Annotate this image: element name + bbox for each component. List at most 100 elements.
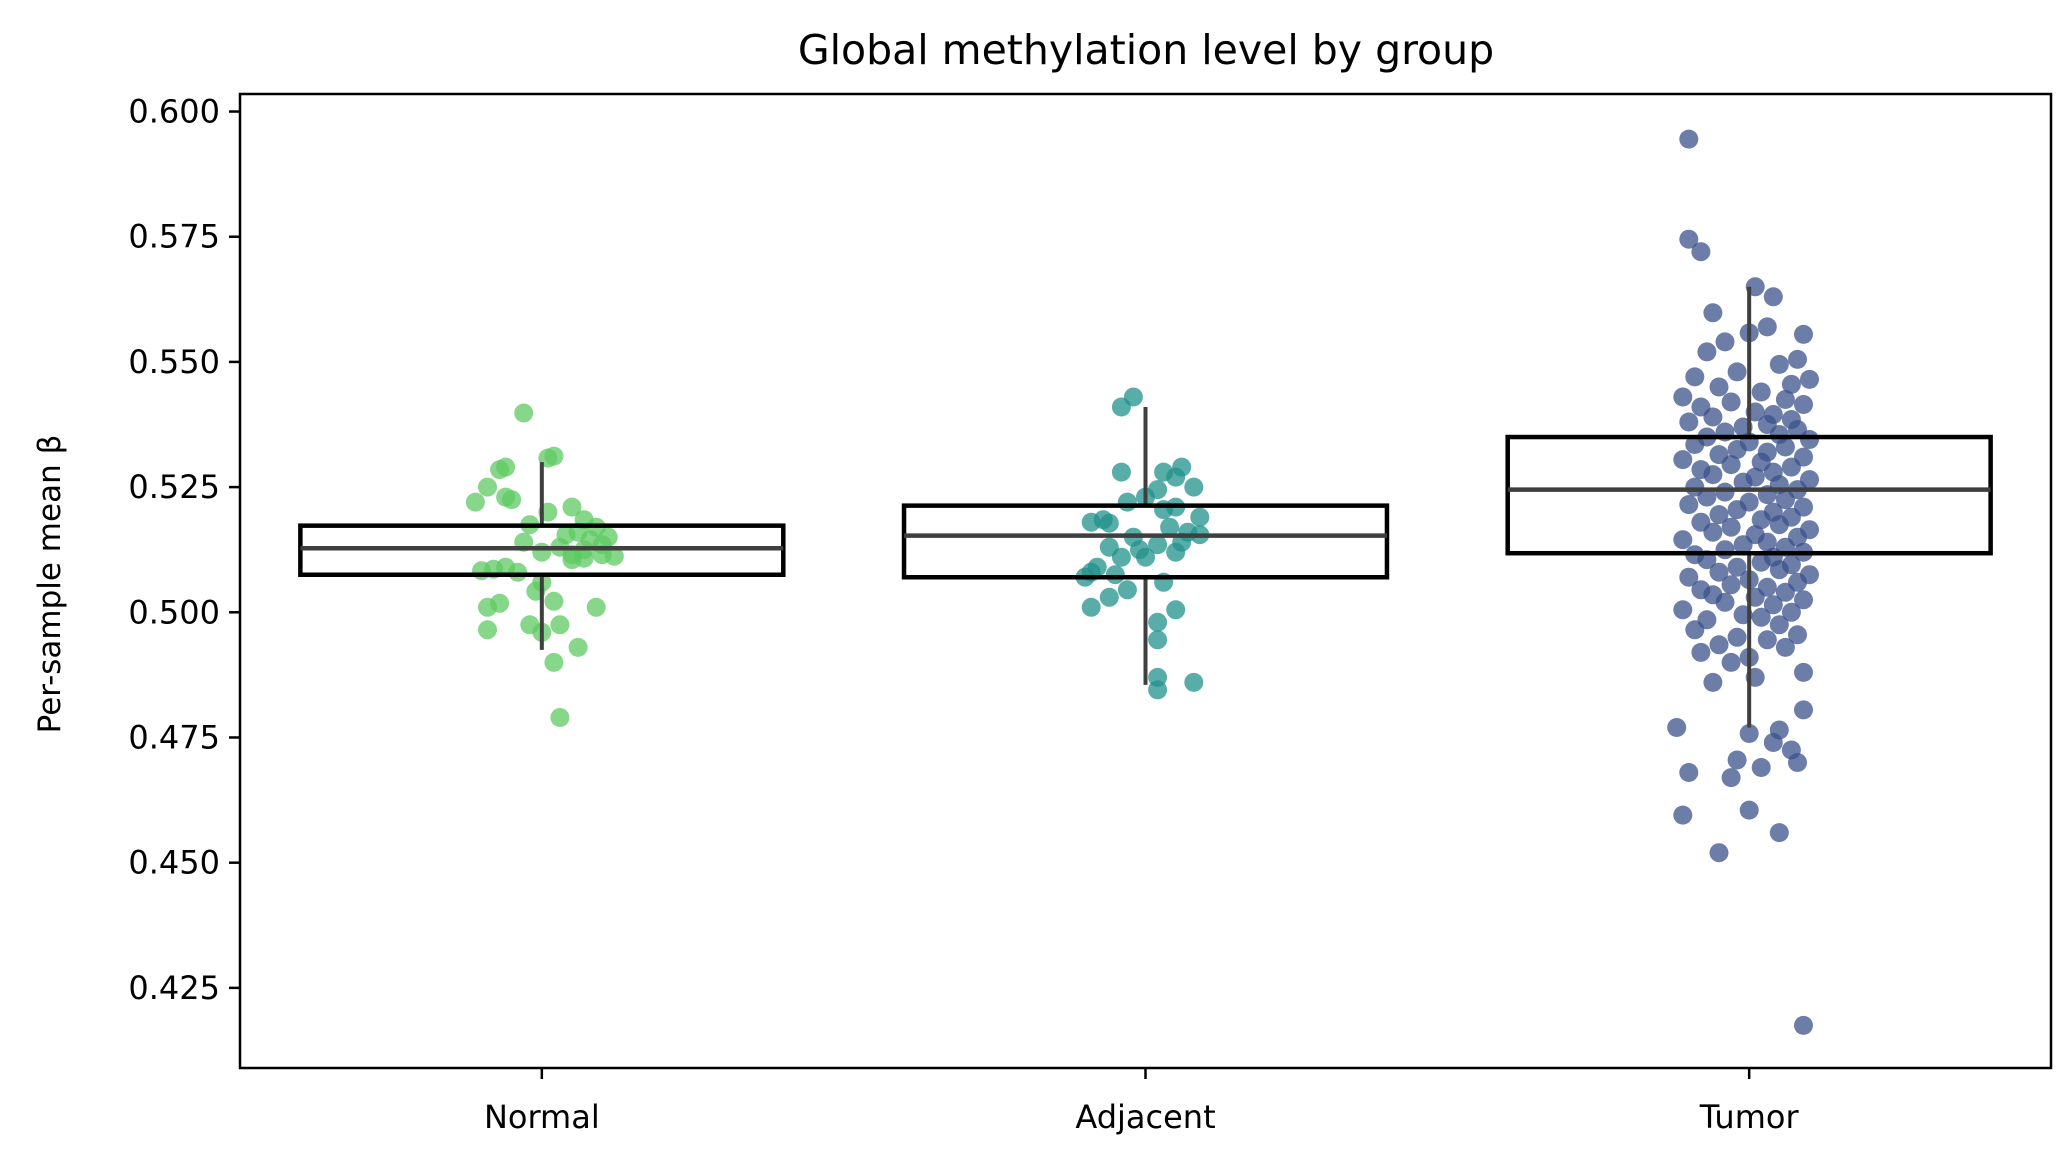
data-point-tumor <box>1751 607 1771 627</box>
data-point-tumor <box>1679 763 1699 782</box>
data-point-tumor <box>1727 557 1747 577</box>
data-point-tumor <box>1685 367 1705 387</box>
data-point-tumor <box>1794 324 1813 344</box>
data-point-tumor <box>1794 395 1813 414</box>
data-point-tumor <box>1721 768 1741 788</box>
data-point-adjacent <box>1166 600 1186 620</box>
data-point-tumor <box>1679 129 1699 149</box>
data-point-tumor <box>1751 510 1771 530</box>
data-point-tumor <box>1715 592 1735 612</box>
data-point-adjacent <box>1081 512 1101 532</box>
data-point-tumor <box>1794 590 1813 610</box>
data-point-normal <box>544 591 564 611</box>
data-point-adjacent <box>1148 535 1168 555</box>
data-point-tumor <box>1727 750 1747 770</box>
data-point-tumor <box>1691 242 1711 262</box>
data-point-normal <box>478 477 497 497</box>
data-point-normal <box>568 637 588 657</box>
data-point-adjacent <box>1111 397 1131 417</box>
data-point-adjacent <box>1111 462 1131 482</box>
data-point-tumor <box>1727 627 1747 647</box>
data-point-tumor <box>1800 430 1819 449</box>
data-point-tumor <box>1757 532 1777 552</box>
data-point-tumor <box>1751 758 1771 777</box>
data-point-normal <box>514 403 534 423</box>
data-point-adjacent <box>1154 500 1174 520</box>
data-point-tumor <box>1751 382 1771 402</box>
data-point-tumor <box>1733 535 1753 555</box>
data-point-tumor <box>1709 635 1729 655</box>
data-point-tumor <box>1715 332 1735 352</box>
x-tick-label-adjacent: Adjacent <box>1075 1098 1215 1136</box>
data-point-tumor <box>1709 562 1729 582</box>
data-point-tumor <box>1769 560 1789 580</box>
data-point-tumor <box>1794 662 1813 682</box>
data-point-tumor <box>1775 390 1795 409</box>
data-point-normal <box>465 492 485 512</box>
data-point-tumor <box>1775 582 1795 602</box>
data-point-adjacent <box>1166 467 1186 487</box>
data-point-adjacent <box>1184 477 1204 497</box>
data-point-tumor <box>1721 517 1741 537</box>
data-point-tumor <box>1703 465 1723 485</box>
data-point-tumor <box>1769 354 1789 374</box>
data-point-tumor <box>1751 552 1771 572</box>
x-tick-label-normal: Normal <box>484 1098 600 1136</box>
data-point-tumor <box>1709 377 1729 397</box>
data-point-tumor <box>1709 505 1729 525</box>
data-point-adjacent <box>1148 612 1168 632</box>
data-point-tumor <box>1769 615 1789 635</box>
box-adjacent <box>901 406 1390 685</box>
y-tick-label: 0.600 <box>128 93 220 131</box>
data-point-normal <box>562 497 582 517</box>
data-point-tumor <box>1763 595 1783 615</box>
y-axis-title: Per-sample mean β <box>32 435 68 734</box>
data-point-normal <box>532 542 552 562</box>
data-point-tumor <box>1697 487 1717 507</box>
data-point-normal <box>502 490 522 510</box>
data-point-tumor <box>1757 630 1777 650</box>
data-point-tumor <box>1691 642 1711 662</box>
data-point-tumor <box>1679 567 1699 587</box>
data-point-normal <box>508 562 528 582</box>
data-point-tumor <box>1673 805 1693 825</box>
data-point-adjacent <box>1081 597 1101 617</box>
data-point-adjacent <box>1117 492 1137 512</box>
data-point-adjacent <box>1136 547 1155 567</box>
data-point-tumor <box>1679 412 1699 432</box>
data-point-tumor <box>1763 733 1783 752</box>
data-point-adjacent <box>1111 547 1131 567</box>
data-point-normal <box>550 708 570 727</box>
data-point-normal <box>604 546 624 566</box>
box-body <box>1505 434 1993 556</box>
data-point-tumor <box>1727 500 1747 520</box>
data-point-normal <box>586 597 606 617</box>
data-point-adjacent <box>1148 630 1168 650</box>
data-point-tumor <box>1775 490 1795 510</box>
y-axis: 0.425 0.450 0.475 0.500 0.525 0.550 0.575 0.600 <box>128 93 240 1007</box>
data-point-tumor <box>1739 800 1759 820</box>
data-point-tumor <box>1775 637 1795 657</box>
data-point-tumor <box>1788 349 1807 369</box>
data-point-normal <box>478 597 497 617</box>
data-point-tumor <box>1763 287 1783 307</box>
data-point-tumor <box>1794 1015 1813 1035</box>
data-point-tumor <box>1673 387 1693 407</box>
data-point-adjacent <box>1099 587 1119 607</box>
data-point-adjacent <box>1099 513 1119 533</box>
data-point-adjacent <box>1148 680 1168 700</box>
data-point-normal <box>562 550 582 570</box>
box-normal <box>298 462 786 650</box>
data-point-adjacent <box>1105 565 1125 585</box>
data-point-tumor <box>1721 455 1741 475</box>
data-point-adjacent <box>1190 507 1210 527</box>
data-point-tumor <box>1685 620 1705 640</box>
data-point-adjacent <box>1117 580 1137 600</box>
data-point-tumor <box>1679 229 1699 249</box>
data-point-tumor <box>1709 843 1729 863</box>
data-point-tumor <box>1703 522 1723 542</box>
data-point-tumor <box>1721 652 1741 672</box>
y-tick-label: 0.525 <box>128 468 220 506</box>
data-point-tumor <box>1800 369 1819 389</box>
data-point-tumor <box>1721 575 1741 595</box>
